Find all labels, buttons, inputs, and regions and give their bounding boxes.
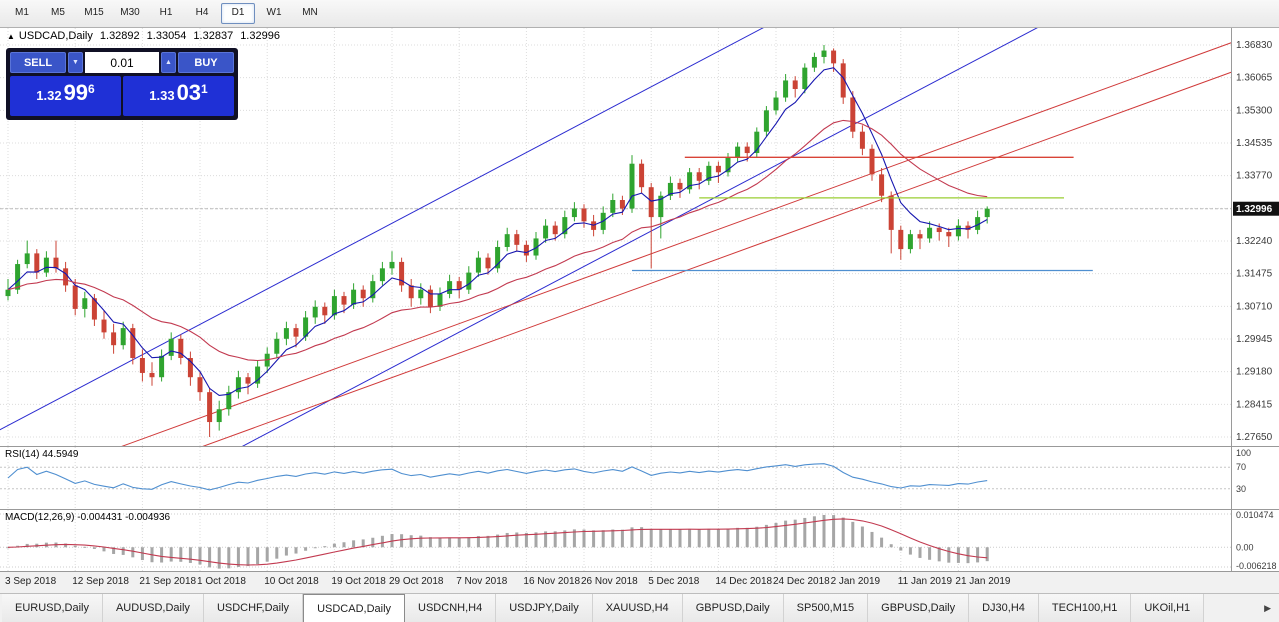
rsi-grid (0, 447, 1231, 509)
date-label: 1 Oct 2018 (197, 576, 246, 587)
buy-button[interactable]: BUY (178, 52, 234, 73)
chart-tab-5-usdjpy-daily[interactable]: USDJPY,Daily (496, 594, 593, 622)
chart-tab-0-eurusd-daily[interactable]: EURUSD,Daily (2, 594, 103, 622)
chart-tab-9-gbpusd-daily[interactable]: GBPUSD,Daily (868, 594, 969, 622)
timeframe-toolbar: M1M5M15M30H1H4D1W1MN (0, 0, 1279, 28)
timeframe-button-m1[interactable]: M1 (5, 3, 39, 24)
timeframe-button-d1[interactable]: D1 (221, 3, 255, 24)
date-label: 21 Sep 2018 (139, 576, 196, 587)
svg-text:0.010474: 0.010474 (1236, 510, 1274, 520)
one-click-trading-panel: SELL ▼ ▲ BUY 1.32 99 6 1.33 03 1 (6, 48, 238, 120)
date-label: 19 Oct 2018 (331, 576, 385, 587)
chart-tabs-bar: EURUSD,DailyAUDUSD,DailyUSDCHF,DailyUSDC… (0, 593, 1279, 622)
chart-tab-3-usdcad-daily[interactable]: USDCAD,Daily (303, 594, 405, 622)
volume-down-button[interactable]: ▼ (68, 52, 83, 73)
chart-tab-2-usdchf-daily[interactable]: USDCHF,Daily (204, 594, 303, 622)
rsi-chart: 100 70 30 (0, 447, 1279, 509)
svg-text:1.34535: 1.34535 (1236, 138, 1273, 149)
chart-symbol-label: USDCAD,Daily (19, 30, 93, 42)
date-label: 24 Dec 2018 (773, 576, 830, 587)
chart-tab-10-dj30-h4[interactable]: DJ30,H4 (969, 594, 1039, 622)
svg-text:1.32996: 1.32996 (1236, 204, 1273, 215)
svg-text:-0.006218: -0.006218 (1236, 561, 1277, 571)
chart-tab-6-xauusd-h4[interactable]: XAUUSD,H4 (593, 594, 683, 622)
svg-text:1.27650: 1.27650 (1236, 432, 1273, 443)
timeframe-button-h4[interactable]: H4 (185, 3, 219, 24)
svg-text:1.30710: 1.30710 (1236, 301, 1273, 312)
bid-price-button[interactable]: 1.32 99 6 (10, 76, 121, 116)
svg-text:1.36065: 1.36065 (1236, 73, 1273, 84)
price-axis[interactable]: 1.368301.360651.353001.345351.337701.330… (1232, 28, 1279, 446)
bid-pips: 99 (64, 82, 88, 104)
date-label: 21 Jan 2019 (955, 576, 1010, 587)
rsi-panel: 100 70 30 RSI(14) 44.5949 (0, 446, 1279, 509)
svg-text:100: 100 (1236, 448, 1251, 458)
chart-tab-12-ukoil-h1[interactable]: UKOil,H1 (1131, 594, 1204, 622)
timeframe-button-m30[interactable]: M30 (113, 3, 147, 24)
bid-base: 1.32 (36, 88, 61, 103)
timeframe-button-mn[interactable]: MN (293, 3, 327, 24)
macd-chart: 0.010474 0.00 -0.006218 (0, 510, 1279, 571)
timeframe-button-m5[interactable]: M5 (41, 3, 75, 24)
svg-text:1.35300: 1.35300 (1236, 105, 1273, 116)
date-label: 3 Sep 2018 (5, 576, 56, 587)
timeframe-button-m15[interactable]: M15 (77, 3, 111, 24)
ohlc-open: 1.32892 (100, 30, 140, 42)
rsi-label: RSI(14) 44.5949 (5, 449, 78, 460)
chart-tab-11-tech100-h1[interactable]: TECH100,H1 (1039, 594, 1131, 622)
macd-axis[interactable]: 0.010474 0.00 -0.006218 (1232, 510, 1277, 571)
date-label: 12 Sep 2018 (72, 576, 129, 587)
ask-pips: 03 (177, 82, 201, 104)
rsi-axis[interactable]: 100 70 30 (1232, 447, 1252, 509)
svg-text:70: 70 (1236, 462, 1246, 472)
ask-price-button[interactable]: 1.33 03 1 (123, 76, 234, 116)
macd-panel: 0.010474 0.00 -0.006218 MACD(12,26,9) -0.0… (0, 509, 1279, 571)
ohlc-low: 1.32837 (193, 30, 233, 42)
svg-text:1.29945: 1.29945 (1236, 334, 1273, 345)
sell-button[interactable]: SELL (10, 52, 66, 73)
chart-tab-4-usdcnh-h4[interactable]: USDCNH,H4 (405, 594, 496, 622)
tab-scroll-right-icon[interactable]: ▶ (1259, 594, 1276, 622)
date-label: 7 Nov 2018 (456, 576, 507, 587)
date-label: 14 Dec 2018 (715, 576, 772, 587)
chart-title: ▲ USDCAD,Daily 1.32892 1.33054 1.32837 1.3299… (7, 30, 280, 42)
macd-label: MACD(12,26,9) -0.004431 -0.004936 (5, 512, 170, 523)
svg-text:0.00: 0.00 (1236, 542, 1254, 552)
date-label: 29 Oct 2018 (389, 576, 443, 587)
volume-input[interactable] (85, 52, 159, 73)
chart-tab-8-sp500-m15[interactable]: SP500,M15 (784, 594, 868, 622)
svg-text:30: 30 (1236, 484, 1246, 494)
timeframe-button-w1[interactable]: W1 (257, 3, 291, 24)
macd-grid (0, 510, 1231, 571)
date-label: 16 Nov 2018 (523, 576, 580, 587)
svg-text:1.29180: 1.29180 (1236, 367, 1273, 378)
ask-base: 1.33 (149, 88, 174, 103)
collapse-icon[interactable]: ▲ (7, 32, 15, 41)
date-label: 5 Dec 2018 (648, 576, 699, 587)
ask-point: 1 (201, 82, 208, 96)
volume-up-button[interactable]: ▲ (161, 52, 176, 73)
svg-text:1.33770: 1.33770 (1236, 171, 1273, 182)
date-label: 2 Jan 2019 (831, 576, 881, 587)
bid-point: 6 (88, 82, 95, 96)
date-axis[interactable]: 3 Sep 2018 12 Sep 2018 21 Sep 20181 Oct 20… (0, 571, 1279, 593)
main-chart-panel: 1.36830 1.36065 1.35300 1.34535 1.33770 1.330… (0, 28, 1279, 446)
chart-tab-1-audusd-daily[interactable]: AUDUSD,Daily (103, 594, 204, 622)
svg-text:1.28415: 1.28415 (1236, 399, 1273, 410)
ohlc-close: 1.32996 (240, 30, 280, 42)
date-label: 10 Oct 2018 (264, 576, 318, 587)
ma-slow-line (8, 120, 987, 360)
date-label: 11 Jan 2019 (898, 576, 952, 587)
svg-text:1.31475: 1.31475 (1236, 269, 1273, 280)
ohlc-high: 1.33054 (147, 30, 187, 42)
svg-text:1.32240: 1.32240 (1236, 236, 1273, 247)
chart-tab-7-gbpusd-daily[interactable]: GBPUSD,Daily (683, 594, 784, 622)
macd-histogram (7, 515, 989, 569)
timeframe-button-h1[interactable]: H1 (149, 3, 183, 24)
svg-text:1.36830: 1.36830 (1236, 40, 1273, 51)
date-label: 26 Nov 2018 (581, 576, 638, 587)
